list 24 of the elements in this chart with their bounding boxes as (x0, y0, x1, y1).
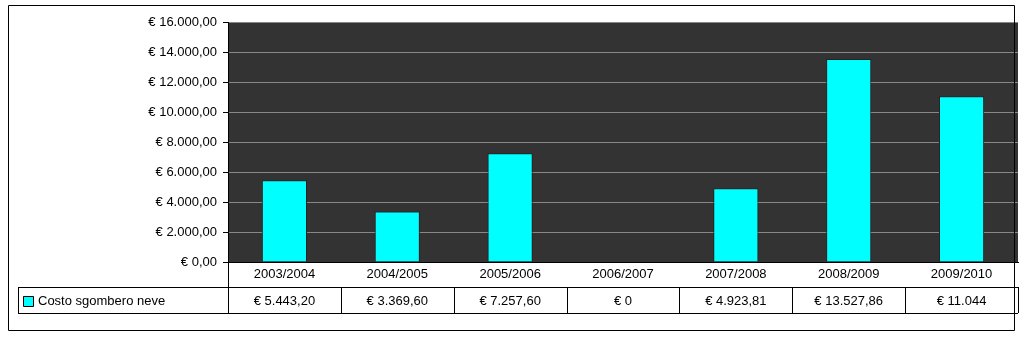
data-label: € 7.257,60 (479, 292, 541, 308)
data-label: € 13.527,86 (814, 292, 884, 308)
data-label: € 0 (613, 292, 633, 308)
legend-label: Costo sgombero neve (38, 292, 166, 308)
data-label: € 4.923,81 (705, 292, 767, 308)
y-tick-label: € 6.000,00 (155, 163, 217, 179)
x-tick-label: 2008/2009 (817, 266, 880, 282)
y-tick-label: € 4.000,00 (155, 193, 217, 209)
data-label: € 11.044 (936, 292, 987, 308)
x-tick-label: 2007/2008 (705, 266, 767, 282)
y-tick-label: € 14.000,00 (148, 43, 217, 59)
x-tick-label: 2004/2005 (366, 266, 429, 282)
y-tick-label: € 2.000,00 (155, 223, 217, 239)
y-tick-label: € 8.000,00 (155, 133, 217, 149)
x-tick-label: 2006/2007 (592, 266, 654, 282)
y-tick-label: € 0,00 (180, 253, 217, 269)
x-tick-label: 2003/2004 (253, 266, 316, 282)
y-tick-label: € 12.000,00 (148, 73, 217, 89)
y-tick-label: € 16.000,00 (148, 13, 217, 29)
x-tick-label: 2005/2006 (479, 266, 541, 282)
y-tick-label: € 10.000,00 (148, 103, 217, 119)
data-label: € 3.369,60 (366, 292, 429, 308)
x-tick-label: 2009/2010 (930, 266, 993, 282)
data-label: € 5.443,20 (253, 292, 316, 308)
